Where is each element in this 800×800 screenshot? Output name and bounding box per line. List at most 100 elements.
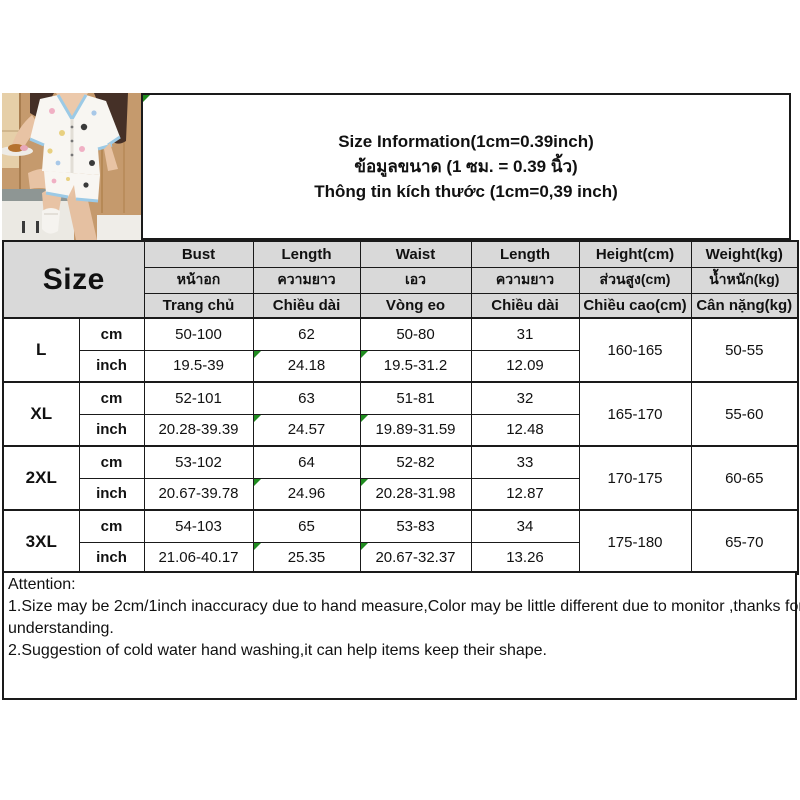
cell-waist: 53-83 — [359, 509, 472, 543]
cell-length2: 12.48 — [470, 413, 580, 447]
cell-flag-icon — [361, 479, 368, 486]
header-waist-en: Waist — [359, 240, 472, 268]
cell-bust: 50-100 — [143, 317, 254, 351]
cell-waist: 50-80 — [359, 317, 472, 351]
unit-inch: inch — [78, 413, 145, 447]
cell-flag-icon — [254, 415, 261, 422]
header-weight-en: Weight(kg) — [690, 240, 799, 268]
title-box: Size Information(1cm=0.39inch) ข้อมูลขนา… — [141, 93, 791, 240]
cell-height: 165-170 — [578, 381, 692, 447]
header-length-th: ความยาว — [252, 266, 361, 294]
cell-length2: 34 — [470, 509, 580, 543]
cell-length: 63 — [252, 381, 361, 415]
header-height-th: ส่วนสูง(cm) — [578, 266, 692, 294]
unit-cm: cm — [78, 445, 145, 479]
attention-title: Attention: — [8, 576, 76, 593]
cell-length: 62 — [252, 317, 361, 351]
cell-length: 64 — [252, 445, 361, 479]
cell-length: 25.35 — [252, 541, 361, 575]
attention-note-2: 2.Suggestion of cold water hand washing,… — [8, 642, 547, 659]
attention-note-1b: understanding. — [8, 620, 114, 637]
cell-length2: 12.87 — [470, 477, 580, 511]
title-th: ข้อมูลขนาด (1 ซม. = 0.39 นิ้ว) — [354, 157, 578, 176]
header-waist-th: เอว — [359, 266, 472, 294]
header-bust-vi: Trang chủ — [143, 292, 254, 319]
attention-box: Attention: 1.Size may be 2cm/1inch inacc… — [2, 571, 800, 700]
attention-note-1: 1.Size may be 2cm/1inch inaccuracy due t… — [8, 598, 800, 615]
cell-flag-icon — [361, 543, 368, 550]
cell-bust: 53-102 — [143, 445, 254, 479]
title-vi: Thông tin kích thước (1cm=0,39 inch) — [314, 182, 618, 201]
table-row: inch 19.5-39 24.18 19.5-31.2 12.09 — [3, 349, 798, 383]
cell-height: 170-175 — [578, 445, 692, 511]
header-length-vi: Chiều dài — [252, 292, 361, 319]
cell-bust: 54-103 — [143, 509, 254, 543]
cell-length2: 33 — [470, 445, 580, 479]
cell-weight: 55-60 — [690, 381, 799, 447]
cell-length: 24.57 — [252, 413, 361, 447]
cell-bust: 21.06-40.17 — [143, 541, 254, 575]
header-height-vi: Chiều cao(cm) — [578, 292, 692, 319]
cell-height: 175-180 — [578, 509, 692, 575]
size-label-xl: XL — [2, 381, 80, 447]
pajama-model-illustration — [2, 93, 141, 240]
table-row: XL cm 52-101 63 51-81 32 165-170 55-60 — [2, 381, 799, 447]
header-weight-vi: Cân nặng(kg) — [690, 292, 799, 319]
header-length-en: Length — [252, 240, 361, 268]
header-bust-th: หน้าอก — [143, 266, 254, 294]
cell-weight: 50-55 — [690, 317, 799, 383]
table-row: inch 21.06-40.17 25.35 20.67-32.37 13.26 — [3, 541, 798, 575]
table-row: 3XL cm 54-103 65 53-83 34 175-180 65-70 — [2, 509, 799, 575]
cell-length: 24.18 — [252, 349, 361, 383]
cell-waist: 20.67-32.37 — [359, 541, 472, 575]
table-row: inch 20.28-39.39 24.57 19.89-31.59 12.48 — [3, 413, 798, 447]
header-height-en: Height(cm) — [578, 240, 692, 268]
cell-bust: 52-101 — [143, 381, 254, 415]
unit-inch: inch — [78, 541, 145, 575]
table-row: L cm 50-100 62 50-80 31 160-165 50-55 — [2, 317, 799, 383]
size-label-2xl: 2XL — [2, 445, 80, 511]
cell-waist: 19.89-31.59 — [359, 413, 472, 447]
cell-flag-icon — [361, 351, 368, 358]
table-row: 2XL cm 53-102 64 52-82 33 170-175 60-65 — [2, 445, 799, 511]
product-photo — [2, 93, 141, 240]
header-length2-en: Length — [470, 240, 580, 268]
header-weight-th: น้ำหนัก(kg) — [690, 266, 799, 294]
cell-waist: 20.28-31.98 — [359, 477, 472, 511]
cell-bust: 20.28-39.39 — [143, 413, 254, 447]
cell-height: 160-165 — [578, 317, 692, 383]
cell-weight: 60-65 — [690, 445, 799, 511]
cell-flag-icon — [254, 543, 261, 550]
table-row: inch 20.67-39.78 24.96 20.28-31.98 12.87 — [3, 477, 798, 511]
cell-length2: 13.26 — [470, 541, 580, 575]
header-length2-vi: Chiều dài — [470, 292, 580, 319]
size-table: Size Bust Length Waist Length Height(cm)… — [2, 240, 799, 575]
unit-cm: cm — [78, 381, 145, 415]
size-label-l: L — [2, 317, 80, 383]
unit-cm: cm — [78, 509, 145, 543]
cell-flag-icon — [143, 95, 150, 102]
cell-length2: 31 — [470, 317, 580, 351]
cell-length: 24.96 — [252, 477, 361, 511]
header-bust-en: Bust — [143, 240, 254, 268]
cell-flag-icon — [254, 351, 261, 358]
cell-bust: 20.67-39.78 — [143, 477, 254, 511]
cell-length: 65 — [252, 509, 361, 543]
header-length2-th: ความยาว — [470, 266, 580, 294]
unit-inch: inch — [78, 349, 145, 383]
size-corner-label: Size — [2, 240, 145, 319]
cell-flag-icon — [361, 415, 368, 422]
cell-length2: 12.09 — [470, 349, 580, 383]
cell-bust: 19.5-39 — [143, 349, 254, 383]
cell-weight: 65-70 — [690, 509, 799, 575]
cell-length2: 32 — [470, 381, 580, 415]
cell-waist: 52-82 — [359, 445, 472, 479]
cell-waist: 19.5-31.2 — [359, 349, 472, 383]
title-en: Size Information(1cm=0.39inch) — [338, 132, 594, 151]
unit-cm: cm — [78, 317, 145, 351]
unit-inch: inch — [78, 477, 145, 511]
cell-waist: 51-81 — [359, 381, 472, 415]
header-waist-vi: Vòng eo — [359, 292, 472, 319]
size-label-3xl: 3XL — [2, 509, 80, 575]
